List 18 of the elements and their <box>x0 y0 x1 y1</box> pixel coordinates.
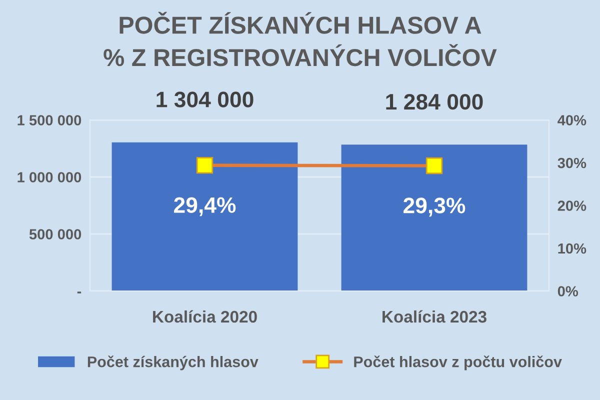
y-tick-label: - <box>77 292 82 294</box>
y2-tick-label: 10% <box>558 243 586 254</box>
x-tick-label: Koalícia 2023 <box>382 310 486 323</box>
x-tick-label: Koalícia 2020 <box>153 310 257 323</box>
data-label: 1 304 000 <box>156 92 254 108</box>
y2-tick-label: 30% <box>558 158 586 168</box>
y-tick-label: 1 500 000 <box>18 115 82 126</box>
legend-label: Počet hlasov z počtu voličov <box>354 356 562 370</box>
legend-label: Počet získaných hlasov <box>88 356 258 370</box>
chart-title: POČET ZÍSKANÝCH HLASOV A % Z REGISTROVANÝCH VOLIČOV <box>104 12 497 66</box>
y2-tick-label: 20% <box>558 200 586 211</box>
y2-tick-label: 40% <box>558 115 586 126</box>
y2-tick-label: 0% <box>558 286 578 296</box>
y-tick-label: 500 000 <box>29 229 82 240</box>
data-label: 1 284 000 <box>386 94 483 110</box>
y-tick-label: 1 000 000 <box>18 172 82 182</box>
data-label: 29,3% <box>404 198 466 217</box>
data-label: 29,4% <box>174 197 236 216</box>
